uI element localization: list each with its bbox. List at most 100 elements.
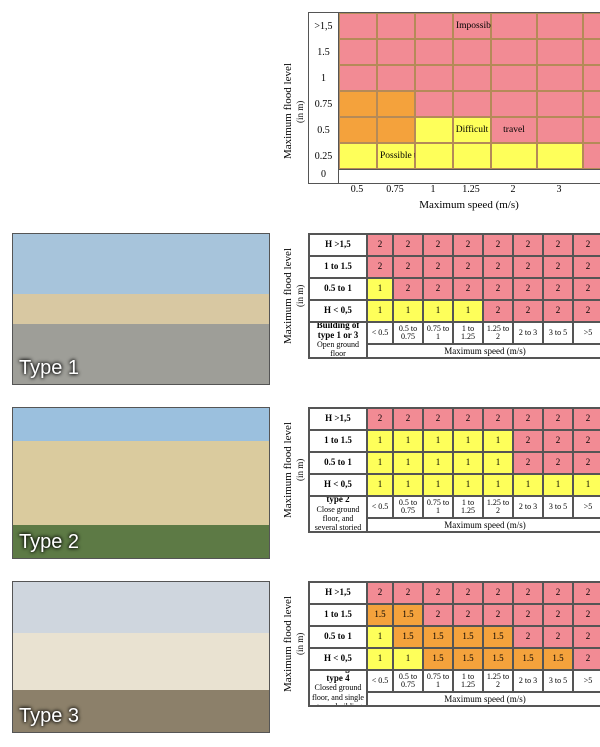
top-chart-cell bbox=[453, 65, 491, 91]
matrix-row-header: H >1,5 bbox=[309, 408, 367, 430]
photo-caption-1: Type 1 bbox=[19, 357, 79, 380]
matrix-cell: 2 bbox=[483, 604, 513, 626]
top-chart-cell bbox=[537, 65, 583, 91]
top-chart-pad bbox=[453, 169, 491, 183]
matrix-cell: 1.5 bbox=[453, 626, 483, 648]
top-chart-pad bbox=[415, 169, 453, 183]
photo-col-1: Type 1 bbox=[12, 233, 268, 385]
matrix-cell: 2 bbox=[423, 604, 453, 626]
matrix-cell: 1.5 bbox=[543, 648, 573, 670]
matrix-cell: 2 bbox=[453, 278, 483, 300]
matrix-cell: 2 bbox=[543, 234, 573, 256]
top-chart-cell bbox=[377, 91, 415, 117]
matrix-col-header: 0.75 to 1 bbox=[423, 496, 453, 518]
top-chart-cell bbox=[415, 65, 453, 91]
matrix-col-header: 3 to 5 bbox=[543, 322, 573, 344]
row-type3: Type 3 Maximum flood level (in m) H >1,5… bbox=[12, 581, 588, 733]
matrix-cell: 1 bbox=[393, 300, 423, 322]
top-chart-xtick: 1.25 bbox=[452, 184, 490, 195]
top-chart-cell bbox=[491, 39, 537, 65]
matrix-cell: 2 bbox=[453, 256, 483, 278]
top-chart-cell bbox=[537, 117, 583, 143]
matrix-col-header: >5 bbox=[573, 496, 600, 518]
matrix-cell: 1.5 bbox=[483, 626, 513, 648]
top-chart-cell bbox=[377, 65, 415, 91]
matrix-xlabel: Maximum speed (m/s) bbox=[367, 344, 600, 358]
matrix-cell: 2 bbox=[513, 300, 543, 322]
matrix3: Maximum flood level (in m) H >1,52222222… bbox=[282, 581, 600, 707]
top-chart-cell bbox=[339, 65, 377, 91]
top-chart-cell bbox=[339, 39, 377, 65]
matrix-cell: 1 bbox=[453, 474, 483, 496]
matrix-cell: 2 bbox=[513, 408, 543, 430]
matrix-cell: 1 bbox=[423, 300, 453, 322]
top-chart-ytick: 0.75 bbox=[309, 91, 339, 117]
matrix-cell: 2 bbox=[453, 234, 483, 256]
matrix-col-header: 1 to 1.25 bbox=[453, 670, 483, 692]
matrix-cell: 1.5 bbox=[423, 648, 453, 670]
matrix1: Maximum flood level (in m) H >1,52222222… bbox=[282, 233, 600, 359]
top-chart-cell bbox=[453, 143, 491, 169]
top-chart-cell bbox=[583, 91, 600, 117]
photo-type2: Type 2 bbox=[12, 407, 270, 559]
matrix-cell: 1 bbox=[453, 452, 483, 474]
matrix-cell: 2 bbox=[513, 234, 543, 256]
matrix-cell: 2 bbox=[513, 278, 543, 300]
matrix-cell: 1 bbox=[453, 430, 483, 452]
photo-col-3: Type 3 bbox=[12, 581, 268, 733]
matrix1-container: Maximum flood level (in m) H >1,52222222… bbox=[282, 233, 600, 359]
matrix-cell: 2 bbox=[543, 408, 573, 430]
matrix-cell: 2 bbox=[393, 234, 423, 256]
matrix-cell: 1 bbox=[543, 474, 573, 496]
matrix-cell: 1.5 bbox=[483, 648, 513, 670]
matrix-cell: 1 bbox=[423, 474, 453, 496]
matrix-building-label: Building of type 1 or 3Open ground floor bbox=[309, 322, 367, 358]
matrix-cell: 2 bbox=[393, 408, 423, 430]
matrix-cell: 2 bbox=[483, 582, 513, 604]
matrix-cell: 1.5 bbox=[367, 604, 393, 626]
top-chart-cell bbox=[339, 13, 377, 39]
matrix-col-header: 2 to 3 bbox=[513, 322, 543, 344]
top-chart-cell bbox=[537, 39, 583, 65]
top-chart-pad bbox=[491, 169, 537, 183]
matrix-cell: 2 bbox=[483, 408, 513, 430]
matrix-cell: 2 bbox=[543, 300, 573, 322]
matrix-cell: 2 bbox=[367, 256, 393, 278]
matrix3-ylabel: Maximum flood level (in m) bbox=[282, 581, 306, 707]
matrix-row-header: 0.5 to 1 bbox=[309, 278, 367, 300]
matrix-cell: 1 bbox=[367, 474, 393, 496]
matrix-cell: 2 bbox=[543, 582, 573, 604]
matrix2-ylabel: Maximum flood level (in m) bbox=[282, 407, 306, 533]
matrix-cell: 1 bbox=[423, 430, 453, 452]
matrix-cell: 2 bbox=[367, 234, 393, 256]
matrix-row-header: H >1,5 bbox=[309, 234, 367, 256]
top-chart-cell: Impossible travel bbox=[453, 13, 491, 39]
top-chart-cell bbox=[583, 13, 600, 39]
matrix-cell: 2 bbox=[513, 582, 543, 604]
matrix-cell: 1 bbox=[393, 452, 423, 474]
matrix-cell: 2 bbox=[453, 408, 483, 430]
matrix-col-header: 2 to 3 bbox=[513, 670, 543, 692]
matrix-xlabel: Maximum speed (m/s) bbox=[367, 692, 600, 706]
top-chart-cell bbox=[339, 91, 377, 117]
top-chart-cell bbox=[491, 143, 537, 169]
top-chart-cell: Possible travel bbox=[377, 143, 415, 169]
matrix-cell: 2 bbox=[453, 582, 483, 604]
matrix2: Maximum flood level (in m) H >1,52222222… bbox=[282, 407, 600, 533]
matrix-col-header: 1 to 1.25 bbox=[453, 496, 483, 518]
matrix-cell: 1 bbox=[393, 430, 423, 452]
matrix-row-header: 1 to 1.5 bbox=[309, 256, 367, 278]
top-chart-cell bbox=[415, 13, 453, 39]
top-chart-body: >1,5Impossible travel1.510.750.5Difficul… bbox=[308, 12, 600, 211]
matrix-cell: 2 bbox=[483, 256, 513, 278]
matrix-col-header: 3 to 5 bbox=[543, 670, 573, 692]
matrix-cell: 2 bbox=[513, 452, 543, 474]
photo-col-2: Type 2 bbox=[12, 407, 268, 559]
top-chart-cell bbox=[491, 65, 537, 91]
matrix-row-header: H < 0,5 bbox=[309, 648, 367, 670]
matrix-col-header: 0.5 to 0.75 bbox=[393, 322, 423, 344]
top-chart-cell bbox=[377, 117, 415, 143]
matrix-cell: 2 bbox=[573, 408, 600, 430]
top-chart-cell bbox=[415, 91, 453, 117]
matrix-cell: 1.5 bbox=[453, 648, 483, 670]
